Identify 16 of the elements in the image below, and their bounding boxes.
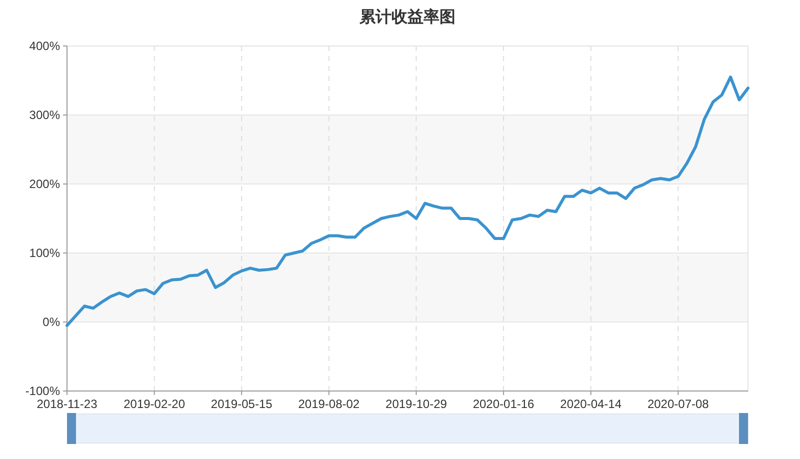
y-tick-label: -100% <box>25 384 60 398</box>
x-tick-label: 2020-07-08 <box>647 397 710 411</box>
line-series <box>66 76 750 327</box>
x-tick-label: 2019-08-02 <box>298 397 360 411</box>
x-tick-label: 2019-05-15 <box>210 397 273 411</box>
x-tick-label: 2019-10-29 <box>386 397 448 411</box>
x-tick-label: 2020-04-14 <box>560 397 622 411</box>
y-tick-label: 200% <box>29 177 60 191</box>
x-tick-label: 2018-11-23 <box>36 397 98 411</box>
x-tick-label: 2020-01-16 <box>472 397 535 411</box>
x-tick-label: 2019-02-20 <box>124 397 186 411</box>
chart-title: 累计收益率图 <box>358 7 456 26</box>
y-tick-label: 0% <box>42 315 60 329</box>
y-tick-label: 100% <box>29 246 60 260</box>
y-tick-label: 400% <box>29 39 60 53</box>
y-tick-label: 300% <box>29 108 60 122</box>
